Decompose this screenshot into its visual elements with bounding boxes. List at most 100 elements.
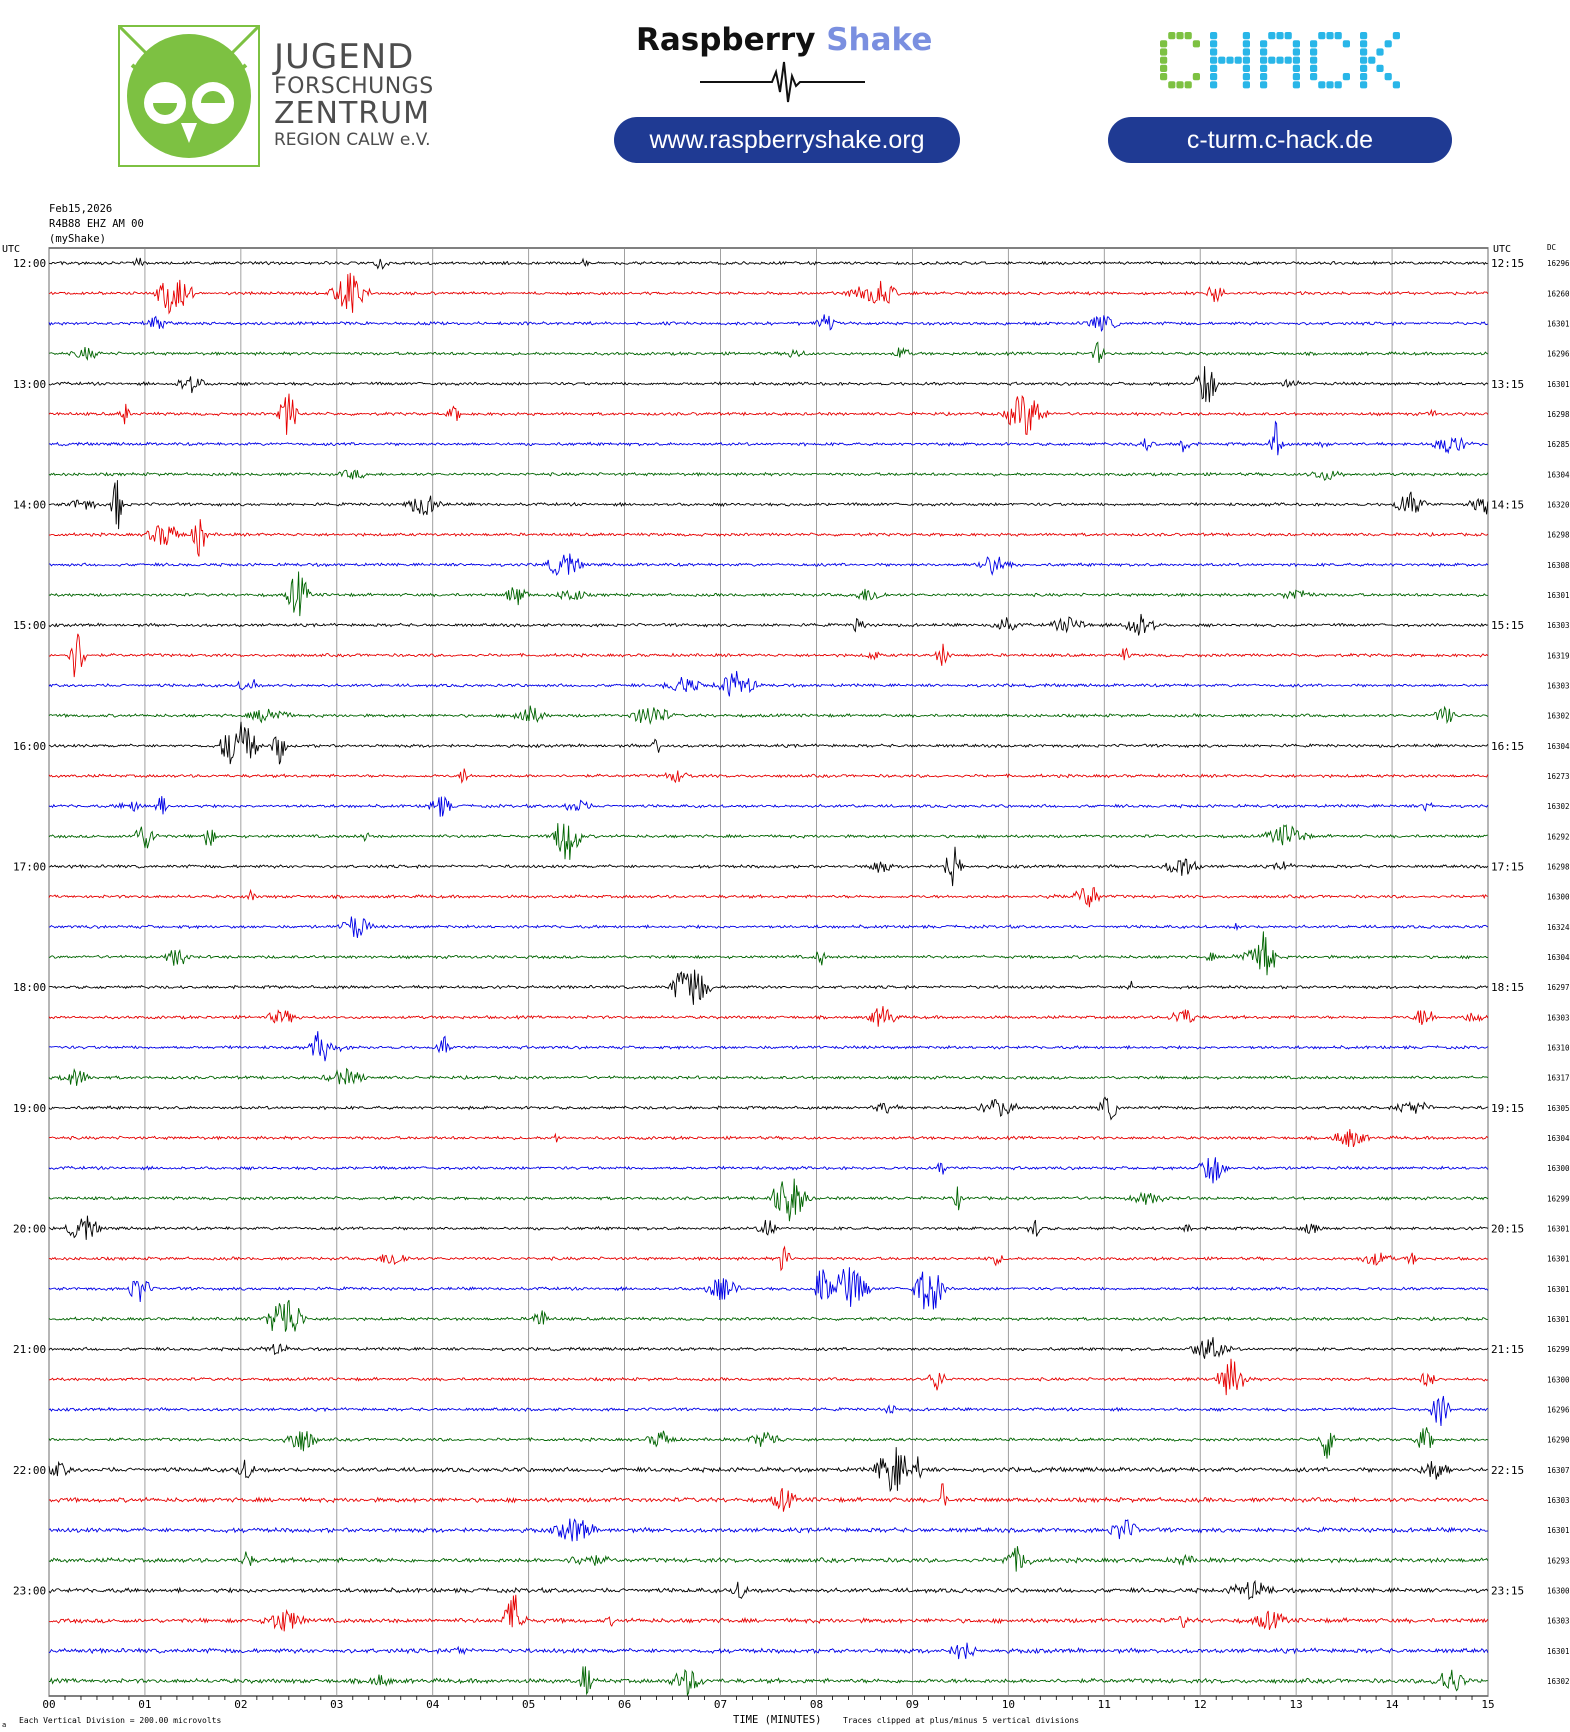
chack-logo-dot xyxy=(1160,56,1168,64)
dc-value: 16301 xyxy=(1547,1224,1570,1233)
chack-logo-dot xyxy=(1242,32,1250,40)
dc-value: 16317 xyxy=(1547,1074,1570,1083)
left-hour-label: 15:00 xyxy=(13,619,46,632)
chack-logo-dot xyxy=(1376,48,1384,56)
chack-logo-dot xyxy=(1184,81,1192,89)
chack-logo-dot xyxy=(1342,73,1350,81)
x-tick-label: 02 xyxy=(234,1698,247,1711)
seismic-trace xyxy=(48,480,1489,530)
dc-value: 16304 xyxy=(1547,470,1570,479)
chack-url[interactable]: c-turm.c-hack.de xyxy=(1108,117,1452,163)
chack-logo-dot xyxy=(1360,73,1368,81)
dc-value: 16324 xyxy=(1547,923,1570,932)
seismic-trace xyxy=(48,553,1489,576)
dc-value: 16308 xyxy=(1547,561,1570,570)
seismic-trace xyxy=(48,1157,1489,1184)
right-hour-label: 16:15 xyxy=(1491,740,1524,753)
dc-value: 16302 xyxy=(1547,1677,1570,1686)
chack-logo-dot xyxy=(1292,81,1300,89)
chack-logo-dot xyxy=(1242,56,1250,64)
seismic-trace xyxy=(48,1129,1489,1148)
left-hour-label: 14:00 xyxy=(13,498,46,511)
right-hour-label: 15:15 xyxy=(1491,619,1524,632)
seismic-trace xyxy=(48,314,1489,333)
chack-logo-dot xyxy=(1318,81,1326,89)
raspberryshake-url[interactable]: www.raspberryshake.org xyxy=(614,117,960,163)
seismic-trace xyxy=(48,393,1489,435)
seismic-trace xyxy=(48,1299,1488,1332)
seismic-trace xyxy=(48,257,1488,270)
chack-logo-dot xyxy=(1260,48,1268,56)
seismic-trace xyxy=(48,1579,1489,1601)
chack-logo-dot xyxy=(1360,40,1368,48)
seismic-trace xyxy=(48,613,1488,636)
chack-logo-dot xyxy=(1268,56,1276,64)
chack-logo-dot xyxy=(1360,32,1368,40)
seismic-trace xyxy=(48,1427,1488,1459)
chack-logo-dot xyxy=(1360,64,1368,72)
seismic-trace xyxy=(48,1483,1489,1512)
chack-logo-dot xyxy=(1168,32,1176,40)
chack-logo-dot xyxy=(1360,81,1368,89)
seismic-trace xyxy=(48,931,1488,976)
chack-logo-dot xyxy=(1210,40,1218,48)
seismic-trace xyxy=(48,823,1488,860)
x-tick-label: 01 xyxy=(138,1698,151,1711)
raspberry-shake-logo: Raspberry Shake xyxy=(636,22,932,58)
chack-logo-dot xyxy=(1310,56,1318,64)
chack-logo-dot xyxy=(1384,40,1392,48)
seismic-trace xyxy=(48,571,1488,617)
seismic-trace xyxy=(48,670,1489,697)
chack-logo-dot xyxy=(1276,32,1284,40)
chack-logo-dot xyxy=(1192,40,1200,48)
x-tick-label: 10 xyxy=(1002,1698,1015,1711)
left-hour-label: 19:00 xyxy=(13,1102,46,1115)
chack-logo-dot xyxy=(1292,40,1300,48)
seismic-trace xyxy=(48,1518,1488,1542)
dc-value: 16319 xyxy=(1547,651,1570,660)
x-tick-label: 14 xyxy=(1385,1698,1399,1711)
seismic-trace xyxy=(48,969,1489,1005)
seismic-trace xyxy=(48,768,1489,784)
seismic-trace xyxy=(48,1267,1489,1310)
left-hour-label: 18:00 xyxy=(13,981,46,994)
dc-value: 16304 xyxy=(1547,1134,1570,1143)
dc-value: 16302 xyxy=(1547,712,1570,721)
left-hour-label: 12:00 xyxy=(13,257,46,270)
chack-logo-dot xyxy=(1210,81,1218,89)
dc-value: 16304 xyxy=(1547,953,1570,962)
seismic-trace xyxy=(48,705,1489,726)
dc-value: 16301 xyxy=(1547,591,1570,600)
chack-logo-dot xyxy=(1284,56,1292,64)
seismic-trace xyxy=(48,420,1489,456)
right-hour-label: 13:15 xyxy=(1491,378,1524,391)
left-hour-label: 17:00 xyxy=(13,860,46,873)
dc-value: 16303 xyxy=(1547,1013,1570,1022)
footer-scale-note: Each Vertical Division = 200.00 microvol… xyxy=(19,1716,221,1725)
chack-logo-dot xyxy=(1284,32,1292,40)
chack-logo-dot xyxy=(1192,73,1200,81)
record-date: Feb15,2026 xyxy=(49,203,113,215)
dc-value: 16301 xyxy=(1547,1315,1570,1324)
seismic-trace xyxy=(48,366,1489,403)
data-source: (myShake) xyxy=(49,233,106,245)
dc-value: 16273 xyxy=(1547,772,1570,781)
chack-logo-dot xyxy=(1392,81,1400,89)
dc-value: 16296 xyxy=(1547,259,1570,268)
chack-logo-dot xyxy=(1184,32,1192,40)
chack-logo-dot xyxy=(1310,40,1318,48)
dc-value: 16299 xyxy=(1547,1194,1570,1203)
x-tick-label: 09 xyxy=(906,1698,919,1711)
dc-value: 16299 xyxy=(1547,1345,1570,1354)
x-tick-label: 05 xyxy=(522,1698,535,1711)
chack-logo-dot xyxy=(1268,32,1276,40)
rs-word1: Raspberry xyxy=(636,22,816,58)
seismic-trace xyxy=(49,633,1489,678)
dc-value: 16300 xyxy=(1547,1586,1570,1595)
left-hour-label: 13:00 xyxy=(13,378,46,391)
dc-value: 16300 xyxy=(1547,1164,1570,1173)
chack-logo-dot xyxy=(1176,32,1184,40)
chack-logo-dot xyxy=(1234,56,1242,64)
chack-logo-dot xyxy=(1160,73,1168,81)
x-tick-label: 03 xyxy=(330,1698,343,1711)
